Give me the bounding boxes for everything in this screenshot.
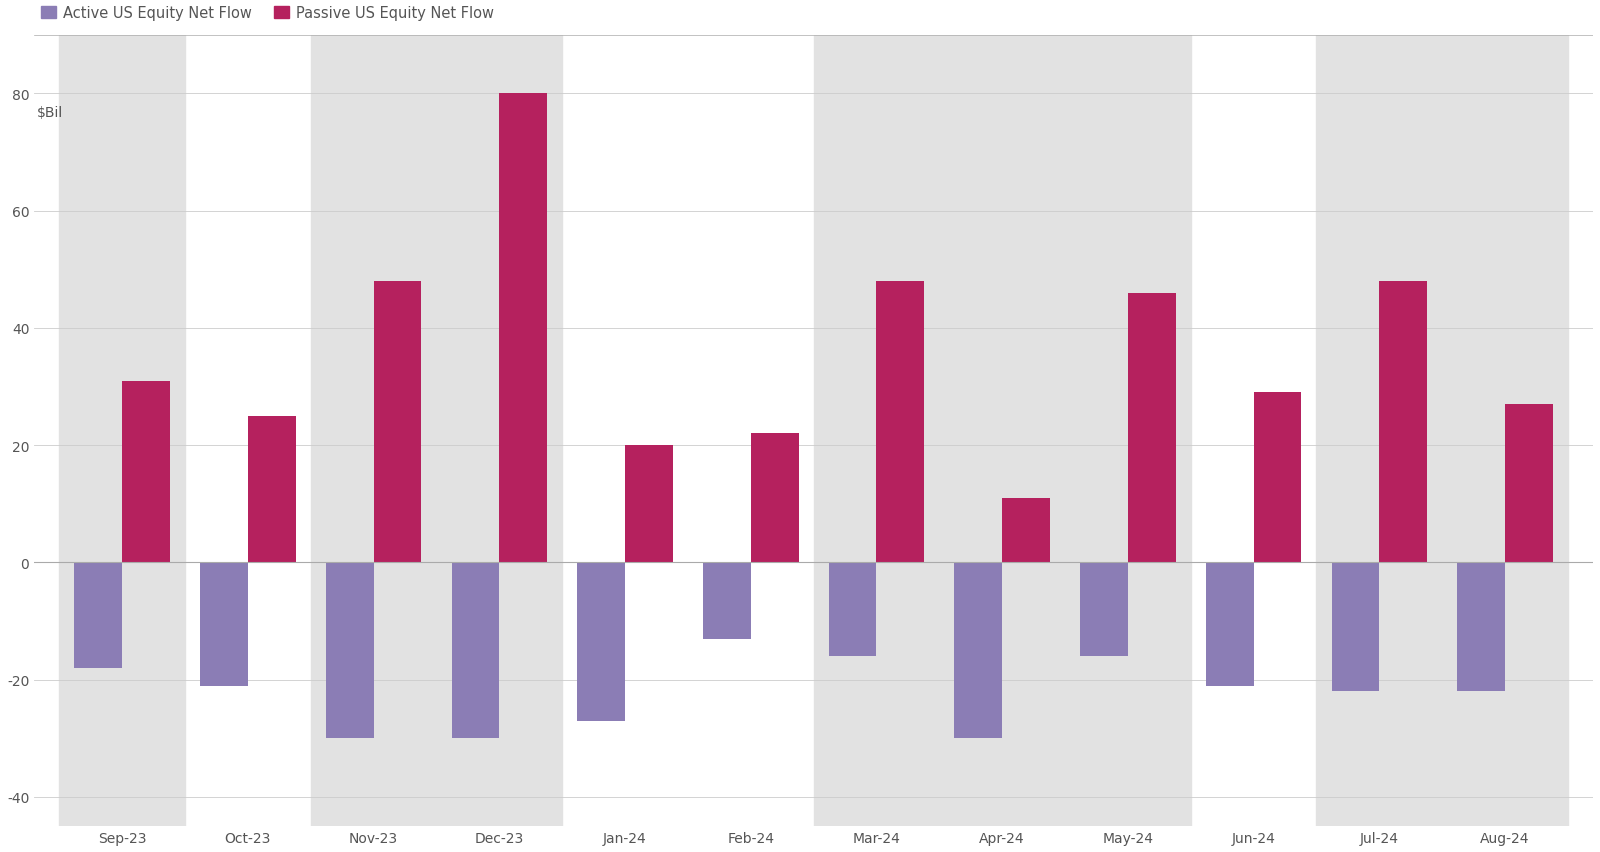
Legend: Active US Equity Net Flow, Passive US Equity Net Flow: Active US Equity Net Flow, Passive US Eq… xyxy=(42,6,494,20)
Bar xyxy=(499,95,547,562)
Bar xyxy=(1317,36,1568,826)
Bar xyxy=(248,417,296,562)
Bar xyxy=(374,282,421,562)
Bar xyxy=(1128,293,1176,562)
Bar xyxy=(1080,562,1128,656)
Bar xyxy=(1002,498,1050,562)
Bar xyxy=(326,562,374,739)
Bar xyxy=(310,36,562,826)
Bar xyxy=(1254,393,1301,562)
Bar xyxy=(626,446,674,562)
Bar xyxy=(702,562,750,639)
Bar xyxy=(200,562,248,686)
Bar xyxy=(451,562,499,739)
Bar xyxy=(877,282,925,562)
Bar xyxy=(1379,282,1427,562)
Bar xyxy=(829,562,877,656)
Bar xyxy=(955,562,1002,739)
Text: $Bil: $Bil xyxy=(37,106,62,120)
Bar xyxy=(1331,562,1379,692)
Bar xyxy=(814,36,1190,826)
Bar xyxy=(1458,562,1506,692)
Bar xyxy=(75,562,122,668)
Bar xyxy=(578,562,626,721)
Bar xyxy=(122,381,170,562)
Bar xyxy=(1206,562,1254,686)
Bar xyxy=(59,36,186,826)
Bar xyxy=(1506,405,1554,562)
Bar xyxy=(750,434,798,562)
